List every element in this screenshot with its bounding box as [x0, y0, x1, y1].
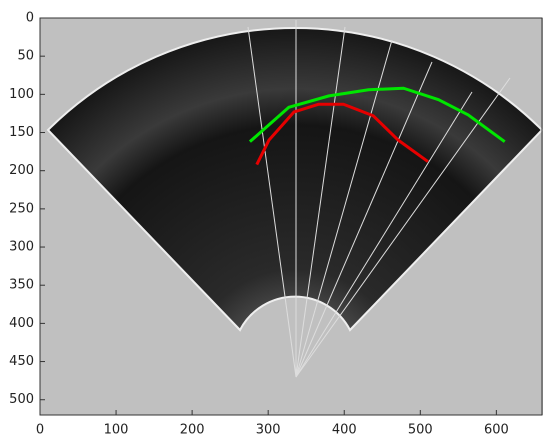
x-tick-label: 300 — [256, 423, 281, 438]
axes-box — [39, 17, 543, 416]
y-tick-label: 400 — [9, 316, 34, 331]
y-tick-label: 100 — [9, 87, 34, 102]
y-tick-label: 450 — [9, 354, 34, 369]
x-tick-label: 400 — [332, 423, 357, 438]
x-tick-label: 500 — [408, 423, 433, 438]
curve — [255, 102, 429, 166]
scan-rays — [247, 20, 511, 378]
x-tick-label: 600 — [484, 423, 509, 438]
y-tick-label: 200 — [9, 163, 34, 178]
y-tick-label: 0 — [26, 11, 34, 26]
y-tick-label: 50 — [17, 49, 34, 64]
y-tick-label: 350 — [9, 278, 34, 293]
ultrasound-image — [46, 26, 543, 332]
x-tick-label: 100 — [104, 423, 129, 438]
x-tick-label: 0 — [36, 423, 44, 438]
curve — [248, 86, 506, 143]
y-tick-label: 250 — [9, 201, 34, 216]
y-tick-label: 150 — [9, 125, 34, 140]
y-tick-label: 500 — [9, 392, 34, 407]
x-tick-label: 200 — [180, 423, 205, 438]
y-tick-label: 300 — [9, 240, 34, 255]
